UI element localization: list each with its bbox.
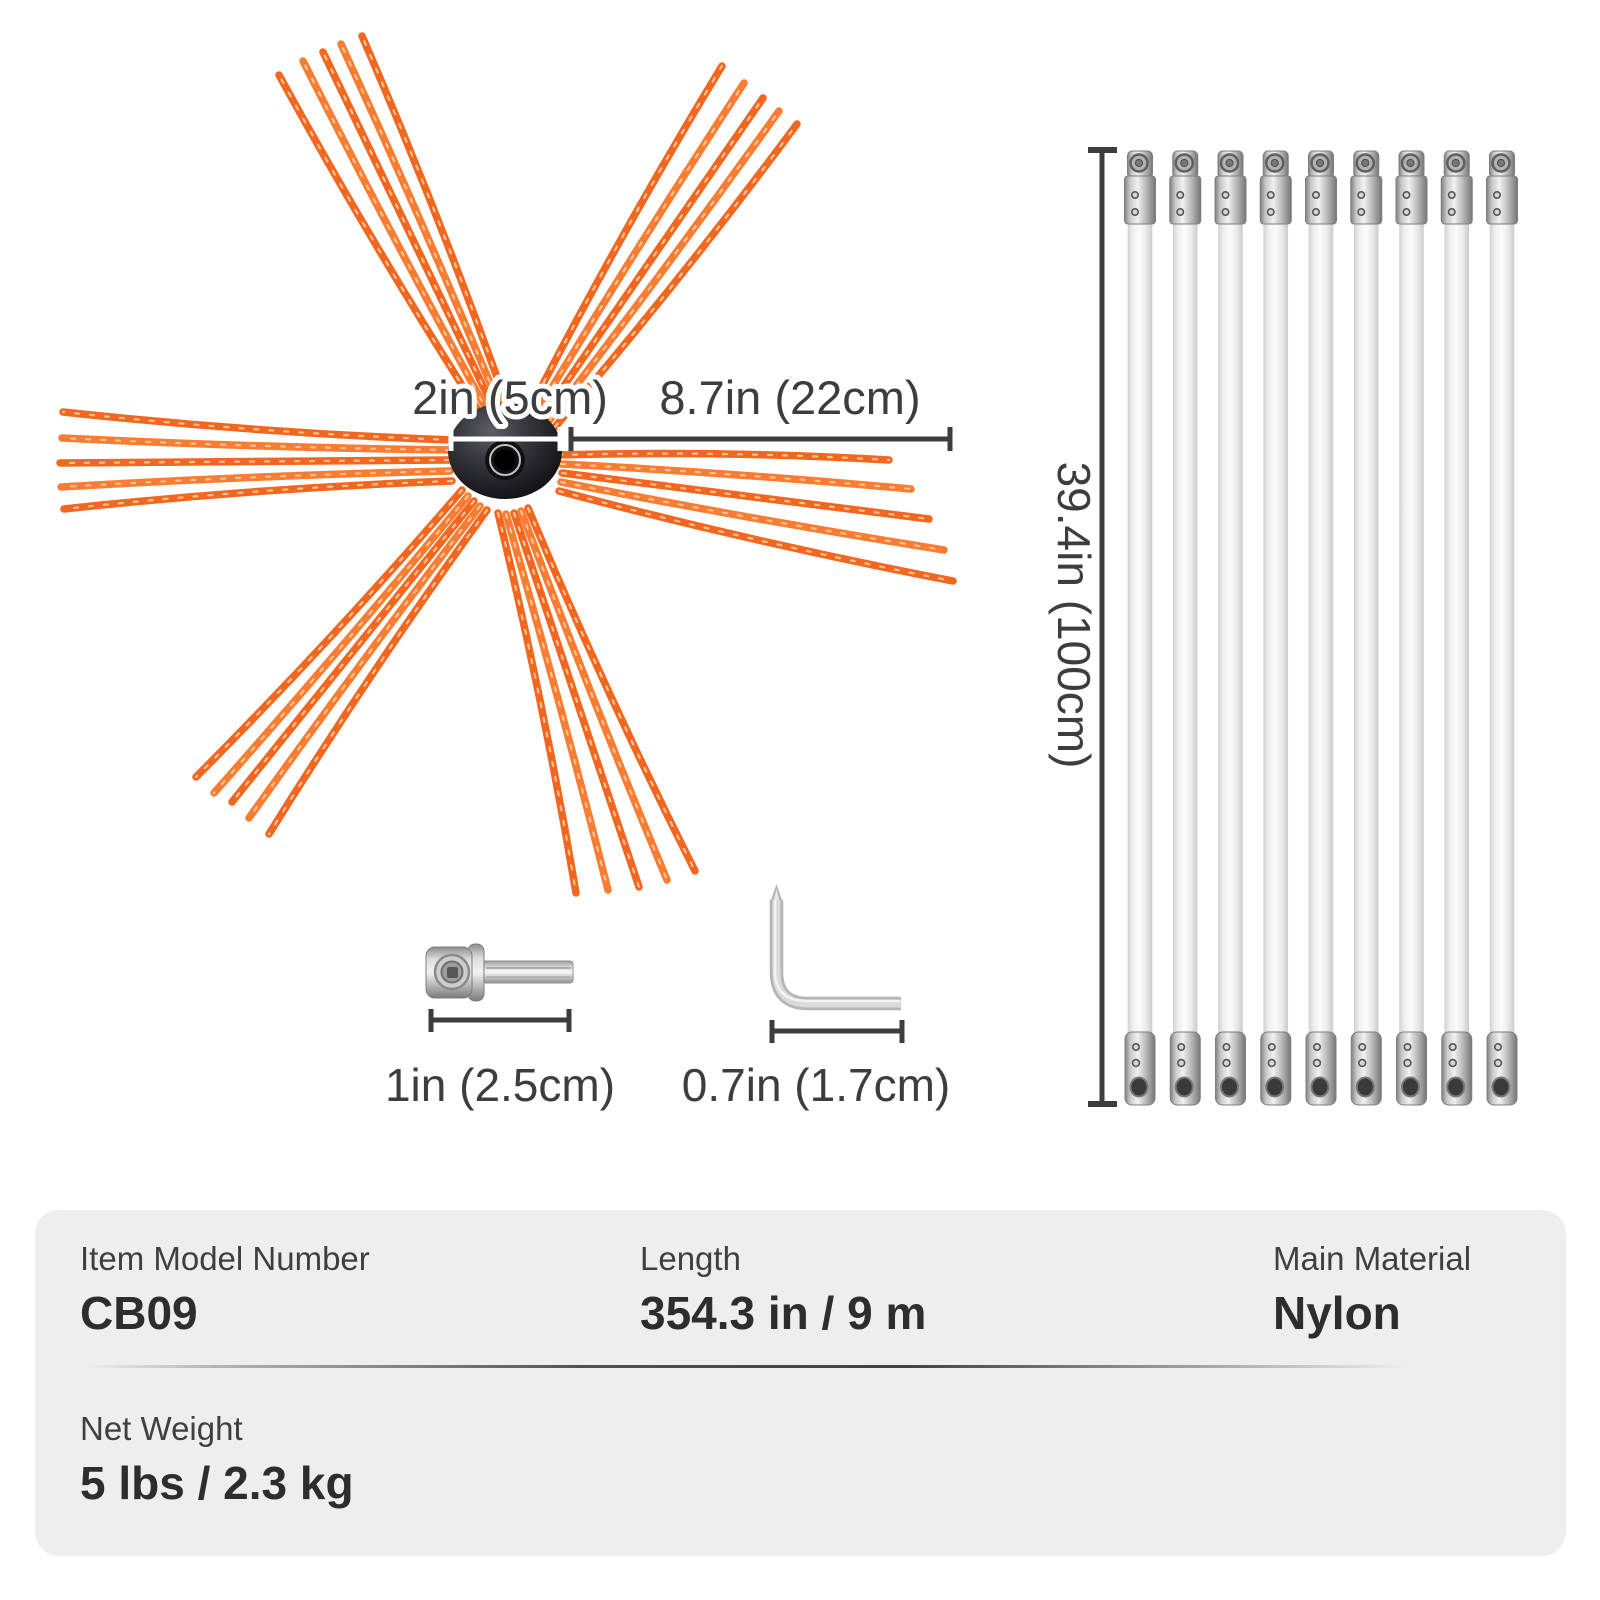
spec-label: Item Model Number (80, 1240, 370, 1277)
adapter-size-label: 1in (2.5cm) (385, 1059, 615, 1111)
extension-rod (1124, 150, 1156, 1106)
bristle-strand-highlight (559, 480, 946, 552)
bristle-strand-highlight (339, 42, 503, 411)
rod-length-dimension: 39.4in (100cm) (1048, 147, 1117, 1107)
extension-rod (1169, 150, 1202, 1106)
spec-value: 5 lbs / 2.3 kg (80, 1456, 354, 1509)
bristle-strand-highlight (62, 479, 454, 511)
bristle-strand-highlight (553, 122, 799, 429)
hub-diameter-label: 2in (5cm) (412, 371, 608, 424)
bristle-strand-highlight (526, 506, 697, 873)
extension-rod (1214, 150, 1247, 1106)
bristle-strand-highlight (212, 494, 470, 795)
spec-item-model: Item Model Number CB09 (80, 1240, 370, 1339)
bristle-strand-highlight (556, 452, 891, 462)
bristle-strand-highlight (58, 458, 451, 465)
bristle-strand-highlight (547, 109, 781, 423)
bristle-strand-highlight (535, 81, 746, 414)
bristle-strand (228, 497, 478, 806)
hub-socket-hole (494, 449, 516, 471)
extension-rod (1395, 150, 1428, 1106)
spec-label: Net Weight (80, 1410, 243, 1447)
bristle-strand-highlight (504, 512, 610, 892)
bristle-cluster (192, 486, 491, 838)
bristle-strand-highlight (61, 410, 455, 442)
bristle-strand-highlight (559, 462, 913, 491)
bristle-strand-highlight (512, 511, 641, 889)
spec-label: Main Material (1273, 1240, 1472, 1277)
bristle-cluster (554, 449, 957, 585)
bristle-strand-highlight (267, 508, 489, 836)
extension-rod (1259, 150, 1292, 1106)
spec-material: Main Material Nylon (1273, 1240, 1471, 1339)
bristle-length-label: 8.7in (22cm) (659, 371, 920, 424)
bristle-cluster (56, 408, 457, 513)
bristle-cluster (275, 32, 512, 422)
bristle-strand-highlight (519, 509, 669, 882)
bristle-strand-highlight (560, 471, 931, 521)
bristle-strand-highlight (360, 34, 510, 410)
spec-net-weight: Net Weight 5 lbs / 2.3 kg (80, 1410, 354, 1509)
bristle-strand (555, 487, 957, 585)
spec-divider (85, 1365, 1410, 1368)
hex-key-dimension: 0.7in (1.7cm) (682, 1020, 950, 1111)
bristle-strand (526, 62, 726, 413)
adapter-dimension: 1in (2.5cm) (385, 1009, 615, 1111)
bristle-strand (539, 94, 767, 420)
extension-rod (1305, 150, 1337, 1106)
bristle-strand-highlight (321, 50, 497, 413)
hex-key-arm (769, 900, 901, 1011)
bristle-strand-highlight (59, 469, 452, 489)
hex-key-size-label: 0.7in (1.7cm) (682, 1059, 950, 1111)
bristle-strand-highlight (301, 59, 491, 416)
bristle-strand-highlight (230, 499, 476, 804)
extension-rod (1350, 150, 1383, 1106)
brush-hub (448, 403, 562, 499)
spec-label: Length (640, 1240, 741, 1277)
adapter-hex-shaft (482, 960, 574, 984)
rod-length-label: 39.4in (100cm) (1048, 462, 1100, 769)
brush-dimensions: 2in (5cm) 8.7in (22cm) (407, 366, 953, 451)
bristle-strand-highlight (277, 73, 485, 420)
hub-socket-ring (489, 444, 521, 476)
spec-length: Length 354.3 in / 9 m (640, 1240, 926, 1339)
spec-value: 354.3 in / 9 m (640, 1286, 927, 1339)
extension-rod (1440, 150, 1473, 1106)
bristle-strand-highlight (60, 436, 452, 452)
bristle-cluster (526, 62, 801, 431)
bristle-strand-highlight (496, 511, 578, 895)
spec-panel: Item Model Number CB09 Length 354.3 in /… (35, 1210, 1566, 1556)
drill-adapter (425, 943, 574, 1002)
bristle-cluster (494, 504, 699, 897)
spec-value: CB09 (80, 1286, 198, 1339)
bristle-strand-highlight (247, 504, 482, 820)
adapter-square-drive (447, 967, 458, 978)
bristle-strand (59, 408, 457, 444)
hex-key (769, 884, 901, 1011)
bristle-strand-highlight (528, 64, 724, 411)
bristle-strand-highlight (194, 488, 464, 779)
bristle-strand-highlight (557, 489, 955, 583)
brush-bristles (56, 32, 957, 897)
spec-value: Nylon (1273, 1286, 1401, 1339)
extension-rods (1124, 150, 1518, 1106)
extension-rod (1486, 150, 1518, 1106)
